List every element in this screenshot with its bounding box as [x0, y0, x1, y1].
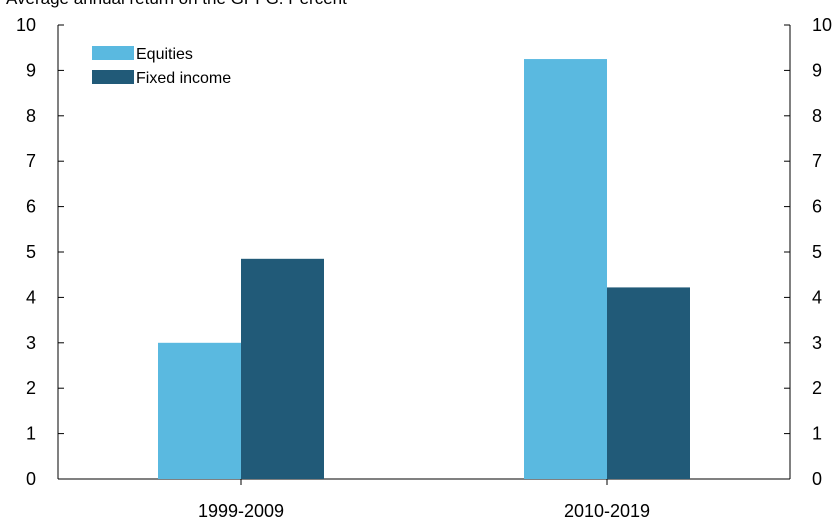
y-tick-label-right: 5 — [812, 242, 822, 262]
x-tick-label: 1999-2009 — [198, 501, 284, 521]
y-tick-label-left: 1 — [26, 424, 36, 444]
bar-fixed-income — [241, 258, 324, 479]
legend-label: Equities — [136, 46, 193, 63]
bar-fixed-income — [607, 287, 690, 479]
bar-equities — [524, 59, 607, 480]
y-tick-label-right: 7 — [812, 151, 822, 171]
y-tick-label-left: 4 — [26, 287, 36, 307]
y-tick-label-right: 3 — [812, 333, 822, 353]
y-tick-label-left: 8 — [26, 106, 36, 126]
y-tick-label-right: 6 — [812, 197, 822, 217]
y-tick-label-left: 2 — [26, 378, 36, 398]
y-tick-label-left: 5 — [26, 242, 36, 262]
legend-label: Fixed income — [136, 70, 231, 87]
y-tick-label-right: 1 — [812, 424, 822, 444]
y-tick-label-left: 9 — [26, 60, 36, 80]
y-tick-label-left: 10 — [16, 15, 36, 35]
chart-title: Average annual return on the GPFG. Perce… — [6, 0, 347, 8]
y-tick-label-right: 9 — [812, 60, 822, 80]
x-tick-label: 2010-2019 — [564, 501, 650, 521]
legend-swatch — [92, 46, 134, 60]
y-tick-label-left: 3 — [26, 333, 36, 353]
y-tick-label-right: 4 — [812, 287, 822, 307]
plot-area: 0 0 1 1 2 2 3 3 4 4 5 5 6 6 7 7 8 8 9 9 10 10 1999-2009 2010-20… — [16, 15, 832, 521]
y-tick-label-left: 0 — [26, 469, 36, 489]
y-tick-label-right: 10 — [812, 15, 832, 35]
legend-swatch — [92, 70, 134, 84]
bar-equities — [158, 342, 241, 479]
y-tick-label-left: 7 — [26, 151, 36, 171]
y-tick-label-right: 8 — [812, 106, 822, 126]
y-tick-label-right: 0 — [812, 469, 822, 489]
y-tick-label-left: 6 — [26, 197, 36, 217]
y-tick-label-right: 2 — [812, 378, 822, 398]
